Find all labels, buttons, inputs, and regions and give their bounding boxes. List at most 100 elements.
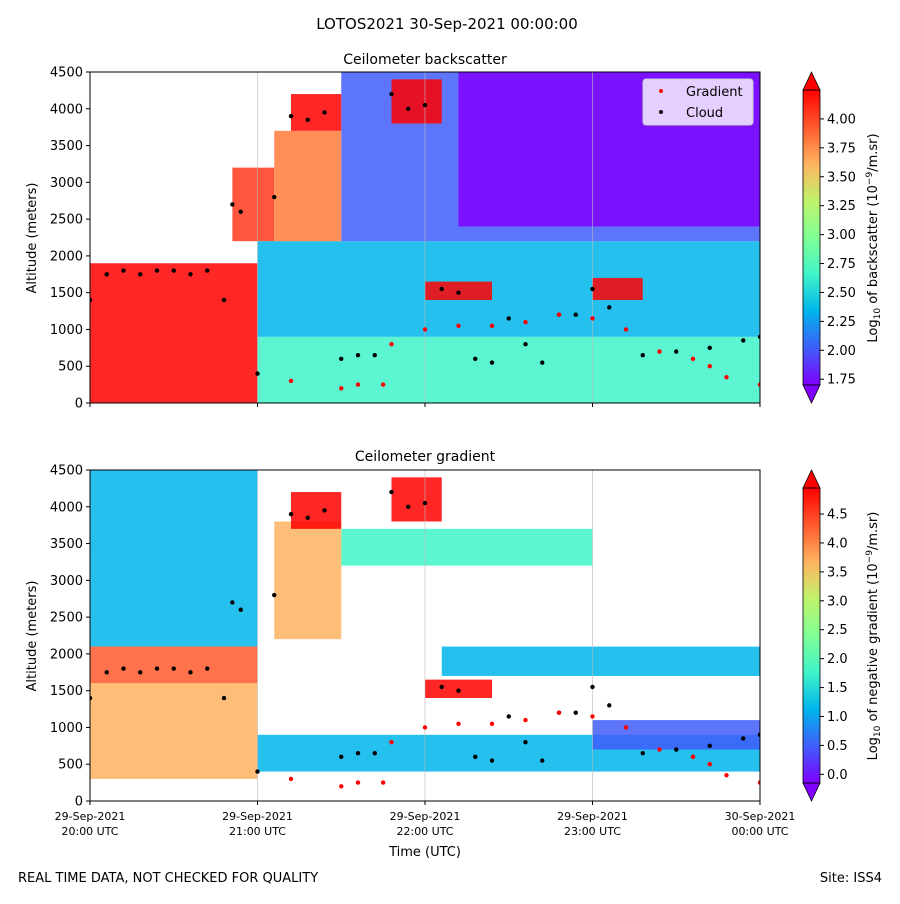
panel2-y-ticks: 0 500 1000 1500 2000 2500 3000 3500 4000 4500 [50,464,90,810]
cloud-point [205,268,210,273]
heatmap-cell [391,477,442,522]
cloud-point [90,297,93,303]
cloud-point [439,286,444,292]
cloud-point [741,736,746,741]
cloud-point [473,356,478,362]
y-tick-label: 3000 [50,176,83,191]
gradient-point [757,382,760,387]
cloud-point [355,352,361,358]
gradient-point [339,386,344,391]
x-tick-date: 30-Sep-2021 [725,810,796,823]
cloud-point [322,110,327,115]
gradient-point [657,747,662,752]
cloud-point [238,607,243,612]
y-tick-label: 500 [58,360,83,375]
cloud-point [288,113,294,119]
backscatter-markers [90,91,760,391]
suptitle: LOTOS2021 30-Sep-2021 00:00:00 [316,15,578,33]
gradient-point [556,312,562,317]
gradient-point [757,780,760,785]
colorbar-tick-label: 1.75 [827,373,856,388]
cloud-point [104,670,109,675]
gradient-point [389,739,394,745]
cloud-point [456,688,461,693]
gradient-colorbar: 0.0 0.5 1.0 1.5 2.0 2.5 3.0 3.5 4.0 4.5 [802,469,848,802]
colorbar-tick-label: 4.00 [827,112,856,127]
gradient-point [422,327,428,332]
heatmap-cell [441,646,760,676]
panel1-x-ticks [89,403,761,407]
x-tick-time: 00:00 UTC [731,825,788,838]
colorbar-extend-bottom [802,782,821,802]
cloud-point [439,684,444,690]
cloud-point [523,341,528,347]
cloud-point [104,272,109,277]
heatmap-cell [592,277,643,301]
heatmap-cell [257,336,760,403]
cloud-point [205,666,210,671]
gradient-point [489,323,495,328]
backscatter-colorbar: 1.75 2.00 2.25 2.50 2.75 3.00 3.25 3.50 3.75 4.00 [802,71,856,404]
y-tick-label: 4500 [50,464,83,479]
colorbar-body [803,90,820,385]
x-tick-time: 22:00 UTC [396,825,453,838]
heatmap-cell [274,130,342,242]
panel1-ylabel: Altitude (meters) [25,183,40,294]
cloud-point [707,743,712,749]
y-tick-label: 2500 [50,611,83,626]
x-tick-time: 20:00 UTC [61,825,118,838]
cloud-point [272,592,277,598]
cloud-point [230,202,235,207]
cloud-point [255,769,260,774]
legend-cloud-label: Cloud [686,106,723,121]
cloud-point [138,670,143,675]
x-tick-time: 21:00 UTC [229,825,286,838]
panel2-title: Ceilometer gradient [355,449,496,465]
panel1-y-ticks: 0 500 1000 1500 2000 2500 3000 3500 4000 4500 [50,66,90,412]
gradient-point [339,784,344,789]
colorbar-tick-label: 3.25 [827,199,856,214]
gradient-point [288,776,294,782]
colorbar-tick-label: 2.5 [827,623,848,638]
heatmap-cell [291,492,342,529]
heatmap-cell [341,528,593,566]
legend: Gradient Cloud [642,78,754,126]
cloud-point [674,349,679,354]
colorbar1-label: Log10 of backscatter (10−9/m.sr) [865,133,883,342]
colorbar-extend-top [802,469,821,489]
gradient-point [590,316,595,321]
colorbar2-label: Log10 of negative gradient (10−9/m.sr) [865,512,883,761]
x-tick-date: 29-Sep-2021 [55,810,126,823]
heatmap-cell [232,167,275,242]
cloud-point [171,666,176,671]
gradient-heatmap [90,470,760,801]
colorbar-tick-label: 1.0 [827,710,848,725]
gradient-point [456,323,461,328]
heatmap-cell [90,646,258,684]
gradient-markers [90,489,760,789]
colorbar-tick-label: 4.5 [827,508,848,523]
cloud-point [406,106,411,111]
y-tick-label: 3000 [50,574,83,589]
colorbar-tick-label: 0.0 [827,768,848,783]
colorbar-extend-bottom [802,384,821,404]
panel1-title: Ceilometer backscatter [343,52,507,68]
x-tick-time: 23:00 UTC [564,825,621,838]
cloud-point [640,750,645,756]
colorbar-tick-label: 2.75 [827,257,856,272]
y-tick-label: 0 [75,397,83,412]
gradient-point [690,356,696,362]
y-tick-label: 3500 [50,537,83,552]
gradient-point [489,721,495,726]
y-tick-label: 2000 [50,647,83,662]
colorbar-tick-label: 3.0 [827,594,848,609]
gradient-point [556,710,562,715]
gradient-point [707,762,712,767]
cloud-point [422,500,428,506]
colorbar-tick-label: 3.50 [827,170,856,185]
gradient-point [380,780,386,785]
colorbar-tick-label: 3.00 [827,228,856,243]
cloud-point [305,117,310,123]
